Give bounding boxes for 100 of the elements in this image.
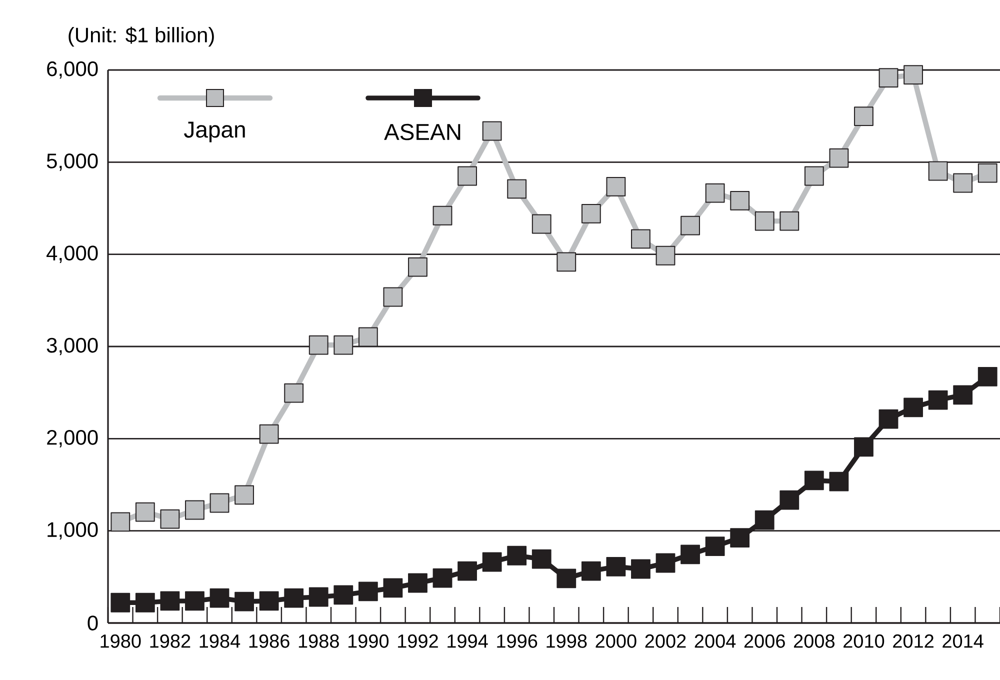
point	[284, 588, 304, 608]
legend-label: Japan	[184, 122, 245, 142]
x-tick-label: 2000	[596, 634, 636, 648]
point	[754, 510, 774, 530]
point	[259, 591, 279, 611]
point	[928, 390, 948, 410]
point	[878, 409, 898, 429]
x-tick-label: 1994	[448, 634, 488, 648]
x-tick-label: 2004	[694, 634, 736, 648]
point	[482, 552, 502, 572]
y-tick-label: 0	[88, 616, 98, 630]
point	[185, 500, 204, 520]
x-tick-label: 1996	[497, 634, 538, 648]
point	[854, 437, 874, 457]
point	[581, 204, 601, 224]
x-tick-label: 1982	[150, 634, 190, 648]
point	[581, 561, 601, 581]
y-tick-label: 1,000	[48, 522, 98, 540]
point	[631, 229, 650, 249]
point	[904, 65, 923, 84]
point	[432, 568, 452, 588]
point	[358, 327, 378, 347]
x-tick-label: 1992	[398, 634, 438, 648]
point	[135, 502, 155, 522]
point	[928, 161, 948, 181]
point	[135, 592, 155, 612]
point	[308, 335, 328, 355]
point	[185, 591, 204, 611]
point	[408, 257, 428, 277]
point	[730, 190, 750, 210]
y-tick-label: 6,000	[47, 61, 98, 79]
x-tick-label: 1984	[200, 634, 240, 648]
point	[482, 121, 502, 141]
point	[556, 252, 576, 272]
point	[606, 556, 626, 576]
x-tick-label: 2014	[942, 634, 984, 648]
point	[110, 592, 130, 612]
x-tick-label: 2002	[645, 634, 686, 648]
x-tick-label: 2012	[893, 634, 934, 648]
point	[160, 509, 180, 529]
point	[383, 287, 403, 307]
y-axis-title: (Unit: $1 billion)	[68, 26, 214, 47]
point	[656, 553, 676, 573]
point	[804, 166, 824, 186]
point	[308, 587, 328, 607]
point	[978, 163, 998, 183]
point	[110, 512, 130, 532]
point	[606, 176, 626, 196]
point	[780, 211, 800, 231]
point	[284, 383, 304, 403]
point	[432, 206, 452, 226]
point	[854, 106, 874, 126]
point	[953, 173, 973, 193]
point	[210, 588, 230, 608]
point	[780, 490, 800, 510]
x-tick-label: 1990	[348, 634, 389, 648]
point	[160, 591, 180, 611]
point	[631, 559, 650, 579]
y-tick-label: 2,000	[47, 430, 98, 448]
point	[829, 148, 849, 168]
point	[730, 528, 750, 548]
point	[705, 183, 725, 203]
point	[234, 485, 254, 505]
y-tick-label: 5,000	[46, 154, 98, 171]
point	[259, 424, 279, 444]
point	[532, 214, 552, 234]
point	[458, 166, 477, 186]
point	[556, 568, 576, 588]
x-tick-label: 1998	[546, 634, 587, 648]
point	[532, 549, 552, 569]
point	[754, 211, 774, 231]
point	[656, 246, 676, 266]
point	[978, 367, 998, 386]
legend-label: ASEAN	[384, 124, 460, 140]
point	[904, 398, 923, 418]
point	[334, 585, 354, 605]
point	[458, 561, 477, 581]
y-tick-label: 3,000	[46, 338, 98, 356]
x-tick-label: 2006	[744, 634, 785, 648]
x-tick-label: 1986	[249, 634, 290, 648]
point	[680, 544, 700, 564]
point	[507, 546, 527, 566]
point	[408, 573, 428, 593]
point	[507, 179, 527, 199]
y-tick-label: 4,000	[46, 246, 98, 264]
x-tick-label: 1980	[100, 634, 141, 648]
x-tick-label: 2008	[794, 634, 834, 648]
point	[234, 592, 254, 612]
point	[383, 578, 403, 598]
point	[829, 472, 849, 492]
point	[953, 385, 973, 405]
point	[358, 582, 378, 602]
point	[705, 536, 725, 556]
point	[334, 335, 354, 355]
point	[680, 216, 700, 236]
x-tick-label: 2010	[844, 634, 884, 648]
x-tick-label: 1988	[298, 634, 339, 648]
point	[878, 68, 898, 88]
point	[210, 493, 230, 513]
point	[804, 470, 824, 490]
